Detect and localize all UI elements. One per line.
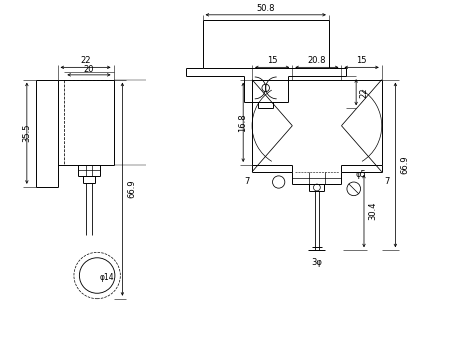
Text: 7: 7 xyxy=(384,177,390,186)
Text: φ14: φ14 xyxy=(99,273,114,282)
Text: 22: 22 xyxy=(80,56,91,65)
Text: 7: 7 xyxy=(244,177,249,186)
Text: 20.8: 20.8 xyxy=(308,56,326,65)
Text: 35.5: 35.5 xyxy=(22,124,31,143)
Text: 30.4: 30.4 xyxy=(368,202,377,220)
Text: 20: 20 xyxy=(84,64,94,74)
Text: φ5: φ5 xyxy=(355,170,366,179)
Text: 50.8: 50.8 xyxy=(257,4,275,13)
Text: 16.8: 16.8 xyxy=(238,113,247,132)
Text: 3φ: 3φ xyxy=(312,258,322,267)
Text: 66.9: 66.9 xyxy=(127,180,136,199)
Text: 15: 15 xyxy=(267,56,277,65)
Text: 66.9: 66.9 xyxy=(401,156,410,174)
Text: 22: 22 xyxy=(360,87,368,98)
Text: 15: 15 xyxy=(356,56,367,65)
